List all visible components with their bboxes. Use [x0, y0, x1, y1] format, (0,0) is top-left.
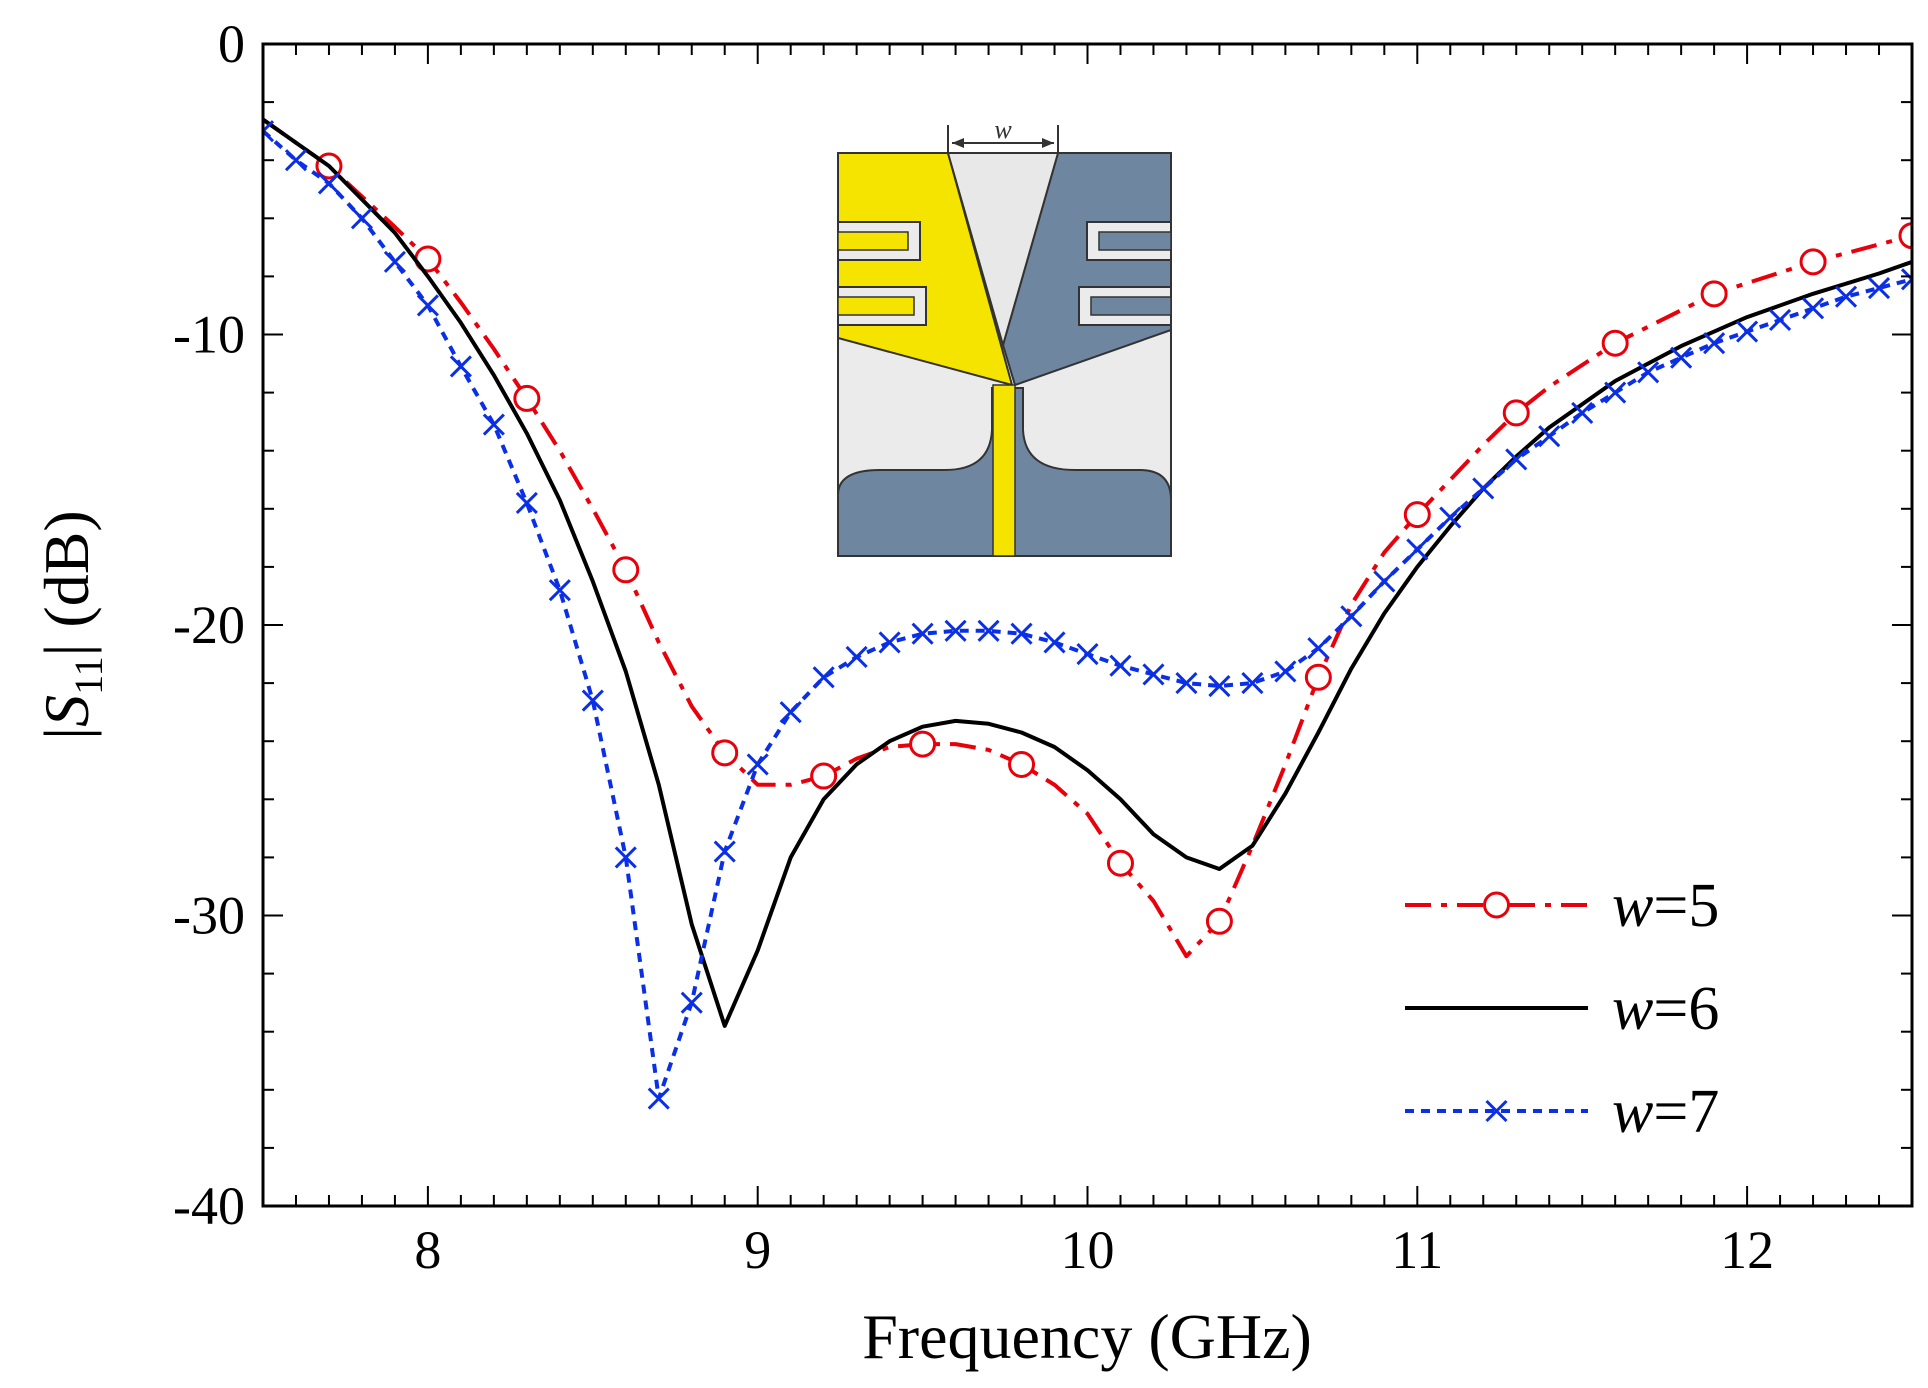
legend-label-3: w=7 — [1612, 1078, 1719, 1146]
series-3-marker — [449, 355, 472, 378]
series-3-marker — [647, 1087, 670, 1110]
series-3-marker — [1769, 308, 1792, 332]
series-3-marker — [1142, 663, 1165, 686]
y-axis-title-close: | (dB) — [31, 510, 102, 656]
series-1-marker — [1700, 280, 1728, 308]
series-3-marker — [1076, 642, 1099, 666]
series-1-marker — [810, 762, 838, 790]
series-3-marker — [1867, 276, 1891, 300]
x-tick-label: 10 — [1061, 1220, 1115, 1280]
series-3-marker — [1834, 285, 1858, 308]
x-tick-label: 9 — [744, 1220, 771, 1280]
series-line-1 — [263, 117, 1912, 959]
series-3-marker — [1703, 332, 1726, 355]
series-line-2 — [263, 117, 1912, 1028]
series-3-marker — [416, 294, 439, 317]
series-3-marker — [581, 689, 604, 712]
x-tick-label: 8 — [414, 1220, 441, 1280]
y-tick-label: -20 — [173, 595, 245, 655]
series-3-marker — [1538, 425, 1561, 448]
series-3-marker — [614, 846, 637, 869]
series-3-marker — [515, 491, 538, 515]
series-3-marker — [263, 120, 275, 143]
x-axis-title: Frequency (GHz) — [862, 1301, 1312, 1372]
series-1-marker — [513, 384, 541, 412]
y-tick-label: -10 — [173, 305, 245, 365]
series-3-marker — [1109, 654, 1132, 677]
series-3-marker — [713, 840, 736, 863]
legend-label-1: w=5 — [1612, 872, 1719, 940]
series-1-marker — [1601, 329, 1629, 357]
series-1-marker — [1304, 663, 1332, 691]
series-3-marker — [1010, 622, 1033, 645]
series-3-marker — [1604, 381, 1627, 404]
series-1-marker — [1403, 501, 1431, 529]
series-3-marker — [977, 619, 1000, 642]
series-3-marker — [944, 619, 967, 642]
series-3-marker — [1274, 660, 1297, 683]
y-axis-title-sub: 11 — [66, 656, 111, 695]
series-3-marker — [1670, 346, 1693, 369]
x-tick-label: 12 — [1720, 1220, 1774, 1280]
axes-layer: 8 9 10 11 12 0 -10 -20 -30 -40 — [173, 14, 1914, 1280]
series-3-marker — [1472, 477, 1495, 500]
series-3-marker — [911, 622, 934, 645]
y-axis-title-var: S — [31, 695, 102, 727]
series-1-marker — [711, 739, 739, 767]
series-1-marker — [909, 730, 937, 758]
series-3-marker — [1208, 674, 1231, 698]
series-3-marker — [1571, 401, 1594, 424]
series-3-marker — [350, 207, 374, 230]
series-3-marker — [1307, 637, 1330, 660]
y-tick-label: -30 — [173, 886, 245, 946]
series-3-marker — [1736, 320, 1759, 343]
series-1-marker — [1106, 849, 1134, 877]
series-3-marker — [1241, 672, 1264, 695]
legend-marker-circle — [1483, 891, 1510, 919]
legend-marker-x — [1485, 1099, 1508, 1123]
series-3-marker — [845, 645, 868, 669]
inset-width-label: w — [994, 115, 1012, 144]
series-3-marker — [746, 753, 769, 776]
series-3-marker — [1505, 448, 1528, 471]
series-1-marker — [1008, 750, 1036, 778]
series-3-marker — [878, 631, 901, 654]
legend: w=5 w=6 w=7 — [1405, 872, 1719, 1146]
series-3-marker — [1900, 268, 1912, 291]
series-3-marker — [1175, 672, 1198, 695]
series-1-marker — [1799, 248, 1827, 276]
y-axis-title-open: | — [31, 727, 102, 740]
series-3-marker — [812, 666, 835, 689]
series-3-marker — [1801, 297, 1825, 320]
series-3-marker — [1043, 631, 1066, 654]
series-3-marker — [779, 701, 802, 724]
series-3-marker — [680, 991, 703, 1014]
series-layer — [263, 117, 1912, 1110]
series-1-marker — [612, 556, 640, 584]
series-3-marker — [548, 579, 571, 602]
legend-label-2: w=6 — [1612, 975, 1719, 1043]
series-1-marker — [1898, 222, 1912, 250]
series-3-marker — [1340, 605, 1363, 628]
series-3-marker — [284, 149, 308, 172]
y-tick-label: 0 — [218, 14, 245, 74]
antenna-inset-diagram: w — [837, 115, 1172, 557]
y-tick-label: -40 — [173, 1176, 245, 1236]
series-3-marker — [1406, 538, 1429, 561]
x-tick-label: 11 — [1391, 1220, 1443, 1280]
series-3-marker — [1373, 570, 1396, 593]
series-3-marker — [482, 413, 505, 436]
series-3-marker — [1439, 506, 1462, 529]
series-3-marker — [317, 172, 341, 195]
series-3-marker — [1637, 361, 1660, 384]
series-1-marker — [1205, 907, 1233, 935]
series-1-marker — [1502, 399, 1530, 427]
series-3-marker — [383, 250, 406, 273]
y-axis-title: |S11| (dB) — [31, 510, 111, 739]
